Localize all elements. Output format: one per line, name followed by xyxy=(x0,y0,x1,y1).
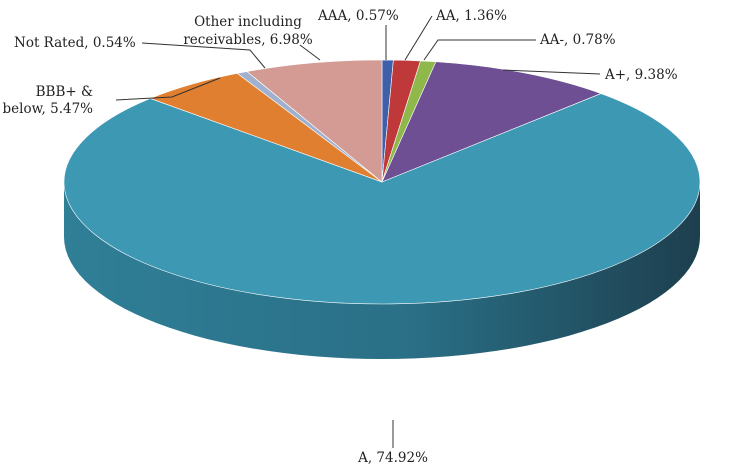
data-label-aaa: AAA, 0.57% xyxy=(317,8,399,24)
data-label-aa: AA-, 0.78% xyxy=(539,32,616,48)
data-label-other-including-receivables: Other including receivables, 6.98% xyxy=(183,14,313,48)
leader-line-not-rated xyxy=(141,42,266,69)
data-label-aa: AA, 1.36% xyxy=(435,8,507,24)
data-label-not-rated: Not Rated, 0.54% xyxy=(14,35,136,51)
leader-line-other-including-receivables xyxy=(299,44,321,61)
data-label-bbb-below: BBB+ & below, 5.47% xyxy=(3,84,94,117)
leader-line-aa xyxy=(423,39,536,61)
data-label-a: A+, 9.38% xyxy=(604,67,678,83)
data-label-a: A, 74.92% xyxy=(357,450,428,466)
pie-slice-a xyxy=(63,93,701,305)
pie-side-a xyxy=(64,182,700,359)
pie-slice-other-including-receivables xyxy=(246,59,383,183)
leader-line-a xyxy=(502,69,601,75)
leader-line-aa xyxy=(404,15,433,61)
pie-slice-a xyxy=(381,61,602,183)
leader-line-bbb-below xyxy=(115,77,221,101)
